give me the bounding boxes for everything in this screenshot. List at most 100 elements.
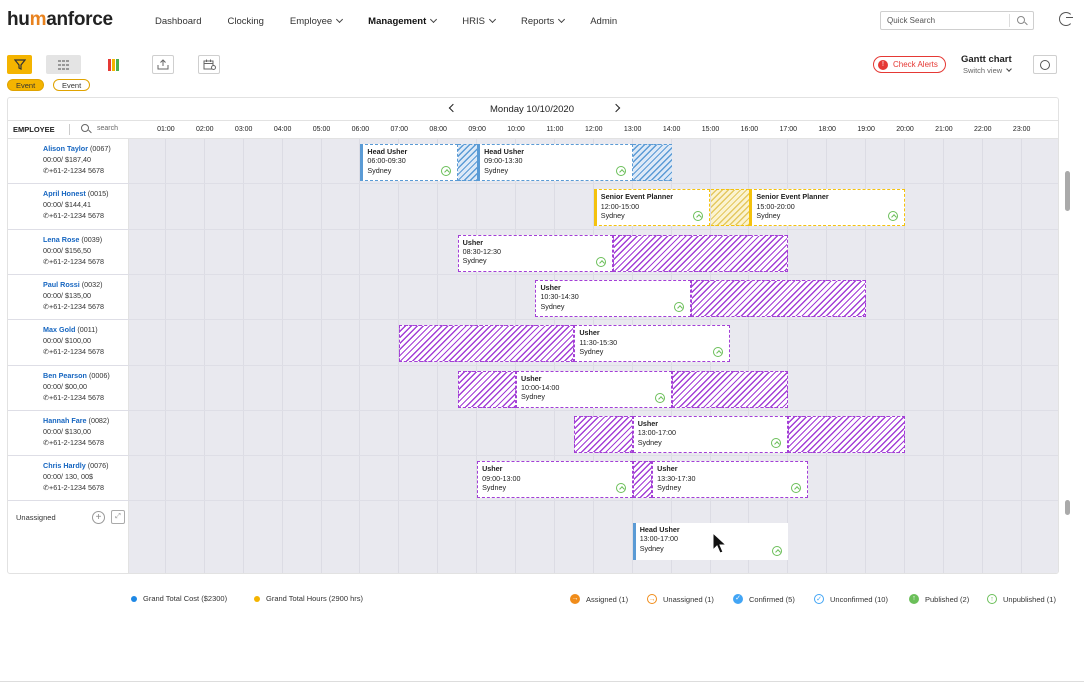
employee-name[interactable]: Paul Rossi bbox=[43, 279, 80, 289]
employee-phone: +61-2-1234 5678 bbox=[49, 256, 104, 266]
nav-dashboard[interactable]: Dashboard bbox=[155, 16, 202, 27]
nav-management[interactable]: Management bbox=[368, 15, 438, 27]
publish-button[interactable] bbox=[152, 55, 174, 74]
employee-name[interactable]: Alison Taylor bbox=[43, 144, 88, 153]
overtime-hatch bbox=[632, 144, 672, 181]
prev-day-icon[interactable] bbox=[448, 103, 458, 113]
employee-row[interactable]: Ben Pearson (0006) 00:00/ $00,00 ✆+61-2-12… bbox=[43, 370, 110, 403]
legend-total-hours: Grand Total Hours (2900 hrs) bbox=[254, 594, 363, 603]
unpublished-icon[interactable] bbox=[596, 256, 607, 267]
shift-bar[interactable]: Head Usher 09:00-13:30 Sydney bbox=[477, 144, 633, 181]
shift-bar[interactable]: Usher 08:30-12:30 Sydney bbox=[457, 234, 614, 272]
check-alerts-button[interactable]: ! Check Alerts bbox=[873, 56, 946, 73]
employee-name[interactable]: April Honest bbox=[43, 189, 86, 199]
settings-button[interactable] bbox=[1033, 55, 1057, 74]
humanforce-logo: humanforce bbox=[7, 9, 113, 30]
upload-icon bbox=[157, 59, 169, 70]
employee-cost: 00:00/ $144,41 bbox=[43, 200, 91, 210]
chevron-down-icon bbox=[1006, 66, 1013, 72]
color-legend-button[interactable] bbox=[96, 55, 131, 74]
employee-cost: 00:00/ $135,00 bbox=[43, 290, 91, 300]
overtime-hatch bbox=[788, 415, 905, 453]
calendar-add-button[interactable] bbox=[198, 55, 220, 74]
unpublished-icon[interactable] bbox=[693, 211, 704, 222]
chevron-down-icon bbox=[336, 15, 344, 24]
overtime-hatch bbox=[399, 325, 575, 363]
nav-employee[interactable]: Employee bbox=[290, 15, 344, 27]
shift-bar[interactable]: Usher 13:00-17:00 Sydney bbox=[632, 415, 789, 453]
nav-hris[interactable]: HRIS bbox=[462, 15, 496, 27]
nav-reports[interactable]: Reports bbox=[521, 15, 566, 27]
expand-icon[interactable]: ⤢ bbox=[111, 510, 125, 524]
employee-row[interactable]: Chris Hardly (0076) 00:00/ 130, 00$ ✆+61-2… bbox=[43, 460, 109, 493]
employee-cost: 00:00/ $100,00 bbox=[43, 336, 91, 346]
unpublished-icon[interactable] bbox=[674, 301, 685, 312]
shift-bar[interactable]: Senior Event Planner 12:00-15:00 Sydney bbox=[593, 189, 711, 227]
employee-name[interactable]: Hannah Fare bbox=[43, 415, 87, 425]
search-icon[interactable] bbox=[81, 124, 89, 132]
unpublished-icon[interactable] bbox=[887, 211, 898, 222]
logout-icon[interactable] bbox=[1059, 12, 1073, 26]
shift-bar[interactable]: Head Usher 13:00-17:00 Sydney bbox=[632, 523, 789, 560]
employee-row[interactable]: April Honest (0015) 00:00/ $144,41 ✆+61-2-… bbox=[43, 188, 109, 221]
unpublished-icon[interactable] bbox=[654, 392, 665, 403]
unpublished-icon[interactable] bbox=[440, 166, 451, 176]
unpublished-icon[interactable] bbox=[772, 546, 783, 556]
event-chip-1[interactable]: Event bbox=[7, 79, 45, 91]
employee-row[interactable]: Lena Rose (0039) 00:00/ $156,50 ✆+61-2-123… bbox=[43, 234, 104, 267]
unpublished-icon[interactable] bbox=[771, 437, 782, 448]
view-title[interactable]: Gantt chart bbox=[961, 54, 1012, 65]
shift-time: 13:30-17:30 bbox=[657, 473, 696, 483]
employee-row[interactable]: Paul Rossi (0032) 00:00/ $135,00 ✆+61-2-12… bbox=[43, 279, 104, 312]
filter-button[interactable] bbox=[7, 55, 32, 74]
employee-row[interactable]: Max Gold (0011) 00:00/ $100,00 ✆+61-2-1234… bbox=[43, 324, 104, 357]
timeline-header: EMPLOYEE search 01:00 02:00 03:00 04:00 05:0… bbox=[8, 121, 1058, 139]
employee-name[interactable]: Max Gold bbox=[43, 325, 76, 335]
grid-icon bbox=[57, 59, 69, 70]
shift-bar[interactable]: Usher 13:30-17:30 Sydney bbox=[652, 461, 808, 499]
add-shift-icon[interactable]: + bbox=[92, 511, 105, 524]
overtime-hatch bbox=[457, 370, 516, 408]
date-navigator: Monday 10/10/2020 bbox=[8, 98, 1058, 121]
employee-id: (0015) bbox=[87, 189, 109, 199]
unpublished-icon[interactable] bbox=[790, 483, 801, 494]
event-chip-2[interactable]: Event bbox=[53, 79, 91, 91]
employee-name[interactable]: Chris Hardly bbox=[43, 461, 86, 471]
shift-bar[interactable]: Usher 10:30-14:30 Sydney bbox=[535, 279, 692, 317]
employee-row[interactable]: Alison Taylor (0067) 00:00/ $187,40 ✆+61-2… bbox=[43, 143, 111, 176]
search-icon[interactable] bbox=[1017, 16, 1025, 24]
employee-search-input[interactable]: search bbox=[97, 125, 119, 132]
shift-time: 13:00-17:00 bbox=[639, 534, 679, 544]
employee-name[interactable]: Ben Pearson bbox=[43, 370, 87, 380]
phone-icon: ✆ bbox=[43, 347, 50, 357]
phone-icon: ✆ bbox=[43, 437, 50, 447]
employee-id: (0006) bbox=[88, 370, 110, 380]
employee-row[interactable]: Hannah Fare (0082) 00:00/ $130,00 ✆+61-2-1… bbox=[43, 415, 109, 448]
vertical-scrollbar[interactable] bbox=[1063, 125, 1071, 555]
nav-admin[interactable]: Admin bbox=[590, 16, 618, 27]
employee-phone: +61-2-1234 5678 bbox=[49, 483, 104, 493]
overtime-hatch bbox=[457, 144, 478, 181]
next-day-icon[interactable] bbox=[611, 103, 621, 113]
switch-view-dropdown[interactable]: Switch view bbox=[963, 66, 1013, 75]
shift-location: Sydney bbox=[600, 211, 625, 221]
quick-search-input[interactable]: Quick Search bbox=[880, 11, 1034, 30]
employee-id: (0076) bbox=[87, 461, 109, 471]
shift-location: Sydney bbox=[540, 301, 565, 311]
shift-bar[interactable]: Head Usher 06:00-09:30 Sydney bbox=[360, 144, 458, 181]
employee-phone: +61-2-1234 5678 bbox=[49, 437, 104, 447]
nav-clocking[interactable]: Clocking bbox=[227, 16, 264, 27]
shift-bar[interactable]: Usher 11:30-15:30 Sydney bbox=[574, 325, 730, 363]
unpublished-icon[interactable] bbox=[615, 166, 626, 176]
phone-icon: ✆ bbox=[43, 301, 50, 311]
grid-view-button[interactable] bbox=[46, 55, 81, 74]
shift-time: 11:30-15:30 bbox=[579, 337, 618, 347]
employee-name[interactable]: Lena Rose bbox=[43, 234, 80, 244]
unpublished-icon[interactable] bbox=[615, 483, 626, 494]
main-nav: Dashboard Clocking Employee Management HRIS R… bbox=[155, 15, 643, 27]
shift-bar[interactable]: Usher 09:00-13:00 Sydney bbox=[477, 461, 633, 499]
shift-bar[interactable]: Senior Event Planner 15:00-20:00 Sydney bbox=[749, 189, 905, 227]
phone-icon: ✆ bbox=[43, 211, 50, 221]
unpublished-icon[interactable] bbox=[712, 347, 723, 358]
shift-bar[interactable]: Usher 10:00-14:00 Sydney bbox=[516, 370, 672, 408]
